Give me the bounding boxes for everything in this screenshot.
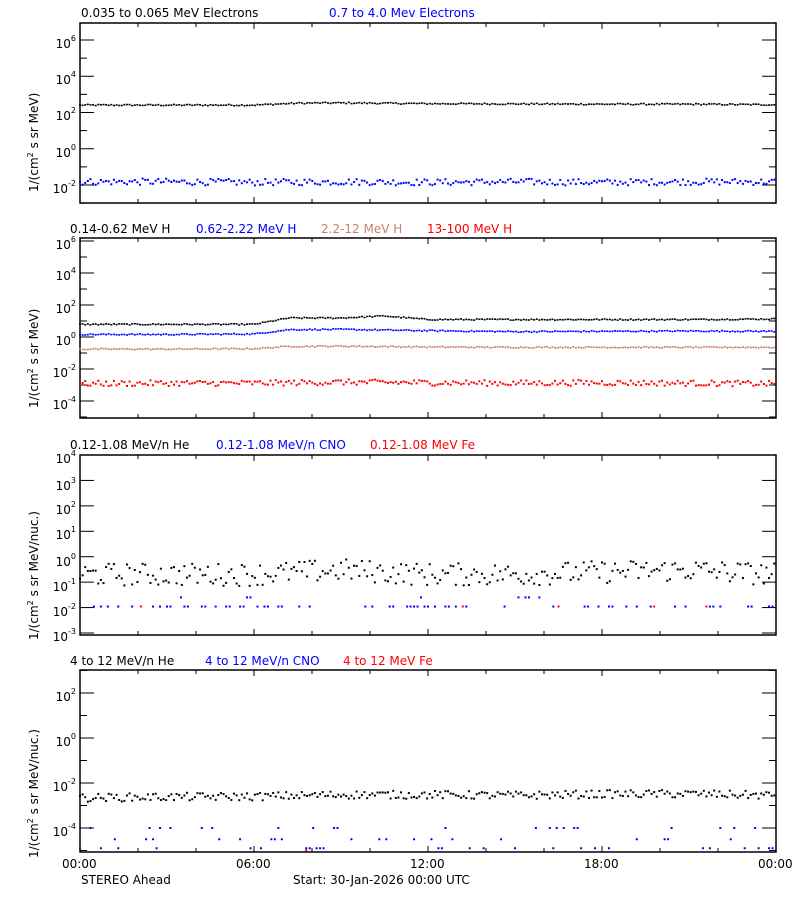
panel-frame	[79, 454, 777, 636]
y-tick-label: 100	[55, 732, 76, 749]
y-tick-label: 100	[55, 331, 76, 348]
y-tick-label: 102	[55, 299, 76, 316]
panel3-legend-cno: 0.12-1.08 MeV/n CNO	[216, 438, 346, 452]
y-tick-label: 102	[55, 687, 76, 704]
panel2-legend-h-2: 0.62-2.22 MeV H	[196, 222, 297, 236]
y-tick-label: 101	[55, 525, 76, 542]
panel2-legend-h-4: 13-100 MeV H	[427, 222, 513, 236]
y-tick-label: 10-2	[52, 179, 76, 196]
x-tick-label-0: 00:00	[62, 857, 97, 871]
y-tick-label: 100	[55, 552, 76, 569]
panel4-legend-fe: 4 to 12 MeV Fe	[343, 654, 433, 668]
panel4-legend-cno: 4 to 12 MeV/n CNO	[205, 654, 320, 668]
y-tick-label: 10-2	[52, 363, 76, 380]
x-tick-label-4: 00:00	[758, 857, 793, 871]
panel2-legend-h-3: 2.2-12 MeV H	[321, 222, 403, 236]
y-tick-label: 104	[55, 266, 76, 283]
y-tick-label: 10-3	[52, 627, 76, 644]
y-tick-label: 104	[55, 449, 76, 466]
y-tick-label: 10-1	[52, 577, 76, 594]
y-tick-label: 102	[55, 106, 76, 123]
y-tick-label: 106	[55, 235, 76, 252]
y-tick-label: 10-2	[52, 777, 76, 794]
y-tick-label: 10-4	[52, 395, 76, 412]
panel3-legend-he: 0.12-1.08 MeV/n He	[70, 438, 190, 452]
panel1-legend-electrons-low: 0.035 to 0.065 MeV Electrons	[81, 6, 259, 20]
spacecraft-label: STEREO Ahead	[81, 873, 171, 887]
y-tick-label: 10-2	[52, 602, 76, 619]
y-tick-label: 100	[55, 143, 76, 160]
y-tick-label: 104	[55, 70, 76, 87]
y-tick-label: 10-4	[52, 822, 76, 839]
x-tick-label-2: 12:00	[410, 857, 445, 871]
panel-frame	[79, 669, 777, 853]
panel-frame	[79, 237, 777, 419]
panel3-legend-fe: 0.12-1.08 MeV Fe	[370, 438, 475, 452]
panel4-legend-he: 4 to 12 MeV/n He	[70, 654, 175, 668]
panel2-legend-h-1: 0.14-0.62 MeV H	[70, 222, 171, 236]
start-time-label: Start: 30-Jan-2026 00:00 UTC	[293, 873, 470, 887]
panel1-legend-electrons-high: 0.7 to 4.0 Mev Electrons	[329, 6, 475, 20]
y-tick-label: 106	[55, 34, 76, 51]
y-tick-label: 102	[55, 500, 76, 517]
x-tick-label-3: 18:00	[584, 857, 619, 871]
x-tick-label-1: 06:00	[236, 857, 271, 871]
panel-frame	[79, 22, 777, 204]
y-tick-label: 103	[55, 476, 76, 493]
